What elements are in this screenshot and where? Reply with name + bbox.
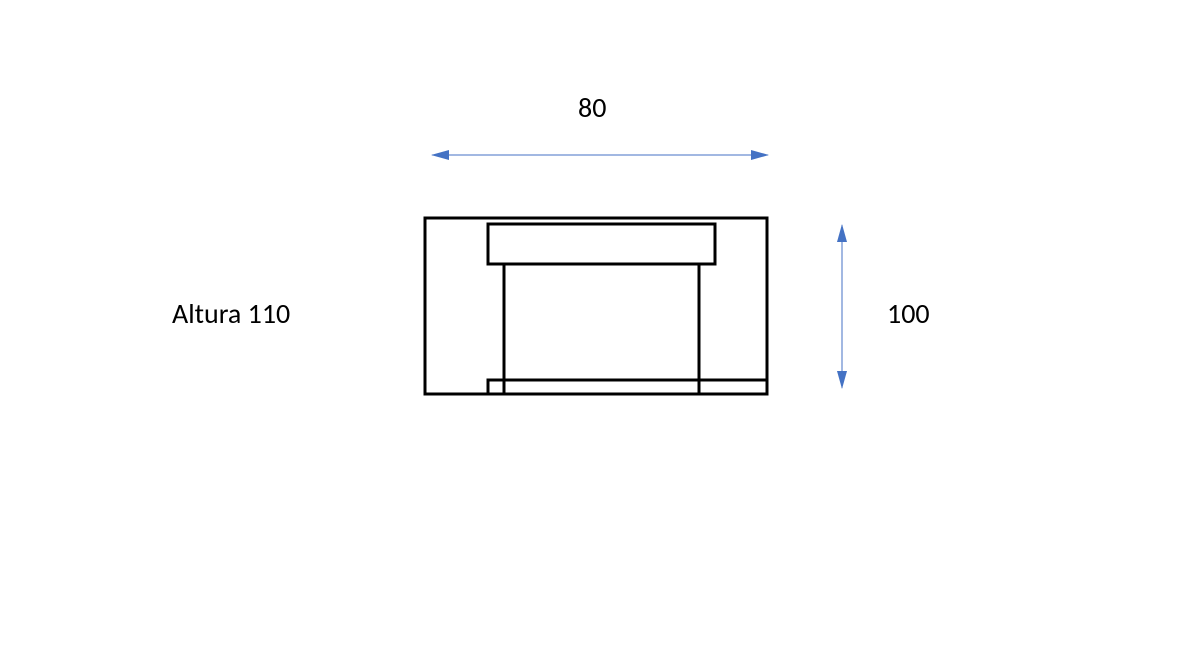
height-dimension-label: 100 bbox=[887, 296, 930, 331]
width-dimension-label: 80 bbox=[578, 90, 606, 125]
altura-dimension-label: Altura 110 bbox=[172, 296, 290, 331]
bottom-right-rect bbox=[699, 380, 767, 394]
bottom-left-rect bbox=[488, 380, 504, 394]
middle-inner-rect bbox=[504, 264, 699, 380]
top-inner-rect bbox=[488, 224, 715, 264]
